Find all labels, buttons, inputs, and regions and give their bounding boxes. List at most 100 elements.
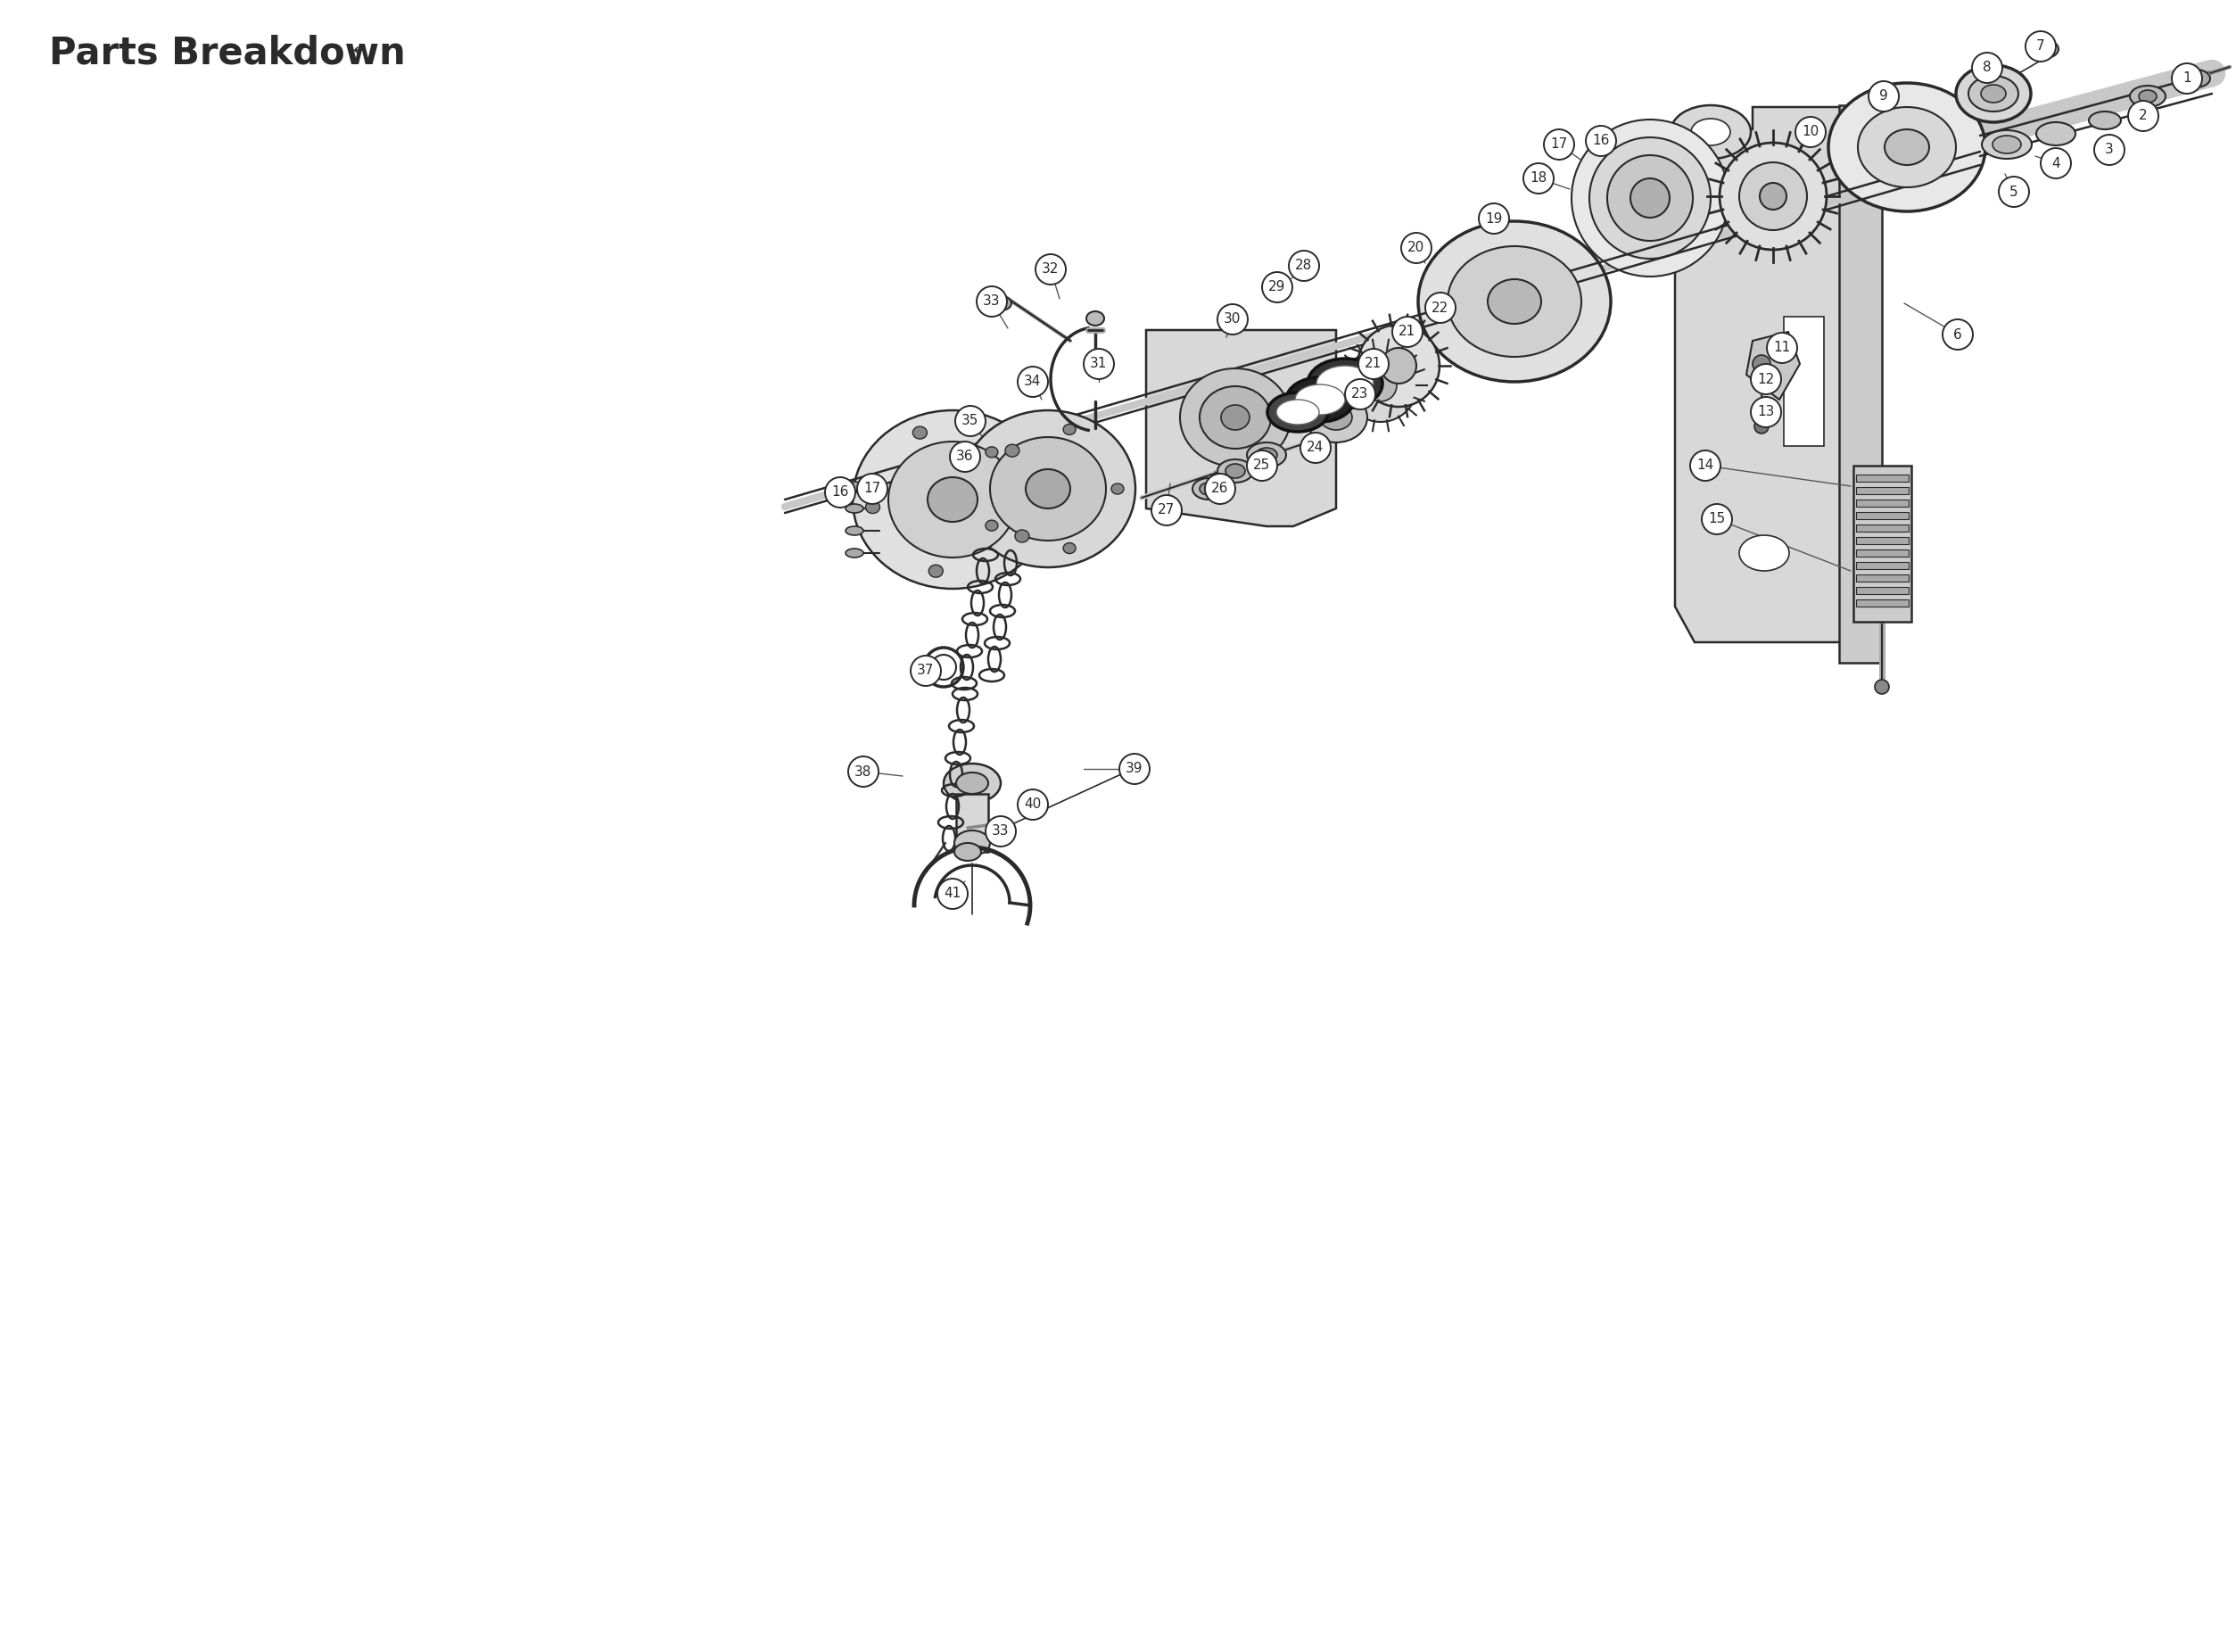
Circle shape — [1248, 451, 1277, 481]
Text: 15: 15 — [1708, 512, 1726, 525]
Circle shape — [977, 286, 1006, 317]
Ellipse shape — [957, 773, 988, 795]
Ellipse shape — [1319, 405, 1353, 430]
Ellipse shape — [1026, 469, 1071, 509]
Circle shape — [1084, 349, 1114, 378]
Ellipse shape — [1198, 387, 1270, 449]
Ellipse shape — [2182, 69, 2209, 88]
Ellipse shape — [1760, 183, 1787, 210]
Circle shape — [1585, 126, 1617, 155]
Ellipse shape — [1829, 83, 1986, 211]
Ellipse shape — [1295, 385, 1346, 415]
Text: 23: 23 — [1351, 388, 1368, 401]
Ellipse shape — [1740, 162, 1807, 230]
Ellipse shape — [1344, 349, 1418, 421]
Circle shape — [1152, 496, 1183, 525]
Ellipse shape — [1753, 355, 1771, 373]
Ellipse shape — [1198, 482, 1216, 496]
Text: 36: 36 — [957, 449, 973, 464]
Circle shape — [1702, 504, 1733, 534]
Text: 31: 31 — [1091, 357, 1107, 370]
Text: 9: 9 — [1878, 89, 1887, 102]
Polygon shape — [1147, 330, 1337, 527]
Text: 25: 25 — [1254, 459, 1270, 472]
Circle shape — [1796, 117, 1827, 147]
Circle shape — [1393, 317, 1422, 347]
Text: 26: 26 — [1212, 482, 1230, 496]
Text: 4: 4 — [2053, 157, 2059, 170]
Circle shape — [1017, 367, 1049, 396]
Ellipse shape — [991, 438, 1107, 540]
Ellipse shape — [1858, 107, 1956, 187]
Ellipse shape — [928, 565, 944, 577]
Bar — [1854, 466, 1912, 621]
Ellipse shape — [1306, 393, 1366, 443]
Ellipse shape — [1956, 64, 2030, 122]
Ellipse shape — [1111, 484, 1125, 494]
Ellipse shape — [944, 763, 1002, 803]
Text: 5: 5 — [2010, 185, 2019, 198]
Bar — [1856, 575, 1910, 582]
Ellipse shape — [1268, 393, 1328, 431]
Circle shape — [2129, 101, 2158, 131]
Circle shape — [955, 406, 986, 436]
Text: 1: 1 — [2182, 71, 2191, 86]
Text: 22: 22 — [1431, 301, 1449, 314]
Ellipse shape — [2140, 91, 2156, 102]
Ellipse shape — [1487, 279, 1541, 324]
Text: 10: 10 — [1802, 126, 1820, 139]
Ellipse shape — [1277, 400, 1319, 425]
Circle shape — [1690, 451, 1719, 481]
Circle shape — [1017, 790, 1049, 819]
Ellipse shape — [1968, 76, 2019, 111]
Ellipse shape — [955, 831, 991, 856]
Bar — [957, 795, 988, 852]
Text: 18: 18 — [1529, 172, 1547, 185]
Text: 21: 21 — [1400, 325, 1415, 339]
Circle shape — [1301, 433, 1330, 463]
Ellipse shape — [1572, 119, 1728, 276]
Text: 3: 3 — [2104, 144, 2113, 157]
Circle shape — [2095, 135, 2124, 165]
Bar — [1856, 537, 1910, 544]
Ellipse shape — [1286, 377, 1355, 421]
Ellipse shape — [1992, 135, 2021, 154]
Bar — [1856, 550, 1910, 557]
Ellipse shape — [1670, 106, 1751, 159]
Text: 37: 37 — [917, 664, 935, 677]
Text: 21: 21 — [1364, 357, 1382, 370]
Ellipse shape — [1192, 477, 1225, 499]
Text: 19: 19 — [1485, 211, 1503, 225]
Circle shape — [1543, 129, 1574, 160]
Text: Parts Breakdown: Parts Breakdown — [49, 35, 405, 71]
Bar — [1856, 562, 1910, 568]
Ellipse shape — [2088, 111, 2122, 129]
Ellipse shape — [1755, 420, 1769, 433]
Text: 14: 14 — [1697, 459, 1715, 472]
Text: 11: 11 — [1773, 342, 1791, 355]
Ellipse shape — [986, 446, 997, 458]
Circle shape — [2041, 149, 2071, 178]
Circle shape — [1357, 349, 1389, 378]
Ellipse shape — [986, 520, 997, 530]
Text: 40: 40 — [1024, 798, 1042, 811]
Ellipse shape — [955, 843, 982, 861]
Bar — [1856, 586, 1910, 595]
Circle shape — [1402, 233, 1431, 263]
Circle shape — [1288, 251, 1319, 281]
Ellipse shape — [1257, 448, 1277, 463]
Ellipse shape — [930, 654, 957, 679]
Text: 13: 13 — [1757, 405, 1775, 420]
Ellipse shape — [1064, 544, 1076, 553]
Circle shape — [937, 879, 968, 909]
Ellipse shape — [1690, 119, 1731, 145]
Circle shape — [1766, 332, 1798, 363]
Text: 33: 33 — [993, 824, 1008, 838]
Ellipse shape — [1004, 444, 1020, 458]
Circle shape — [1523, 164, 1554, 193]
Text: 29: 29 — [1268, 281, 1286, 294]
Ellipse shape — [1181, 368, 1290, 466]
Ellipse shape — [1357, 325, 1440, 406]
Text: 6: 6 — [1954, 327, 1961, 342]
Circle shape — [847, 757, 879, 786]
